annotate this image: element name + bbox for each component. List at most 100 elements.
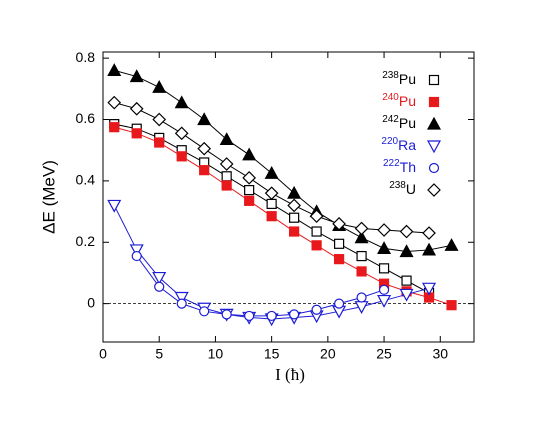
data-point: [107, 95, 122, 110]
data-point: [244, 195, 255, 206]
data-point: [266, 310, 277, 322]
legend-label: 220Ra: [381, 136, 416, 153]
x-axis-label: I (ħ): [275, 365, 305, 384]
data-point: [266, 198, 277, 210]
legend-label: 238Pu: [382, 70, 416, 87]
data-point: [152, 271, 167, 285]
data-point: [378, 263, 390, 274]
data-point: [219, 132, 234, 146]
data-point: [422, 242, 437, 256]
x-tick-label: 30: [432, 346, 448, 362]
data-point: [129, 69, 144, 83]
data-point: [422, 226, 436, 240]
data-point: [154, 281, 165, 292]
data-point: [221, 171, 232, 182]
data-point: [356, 292, 367, 303]
data-point: [311, 240, 322, 251]
legend-marker: [428, 96, 440, 108]
y-tick-label: 0.8: [76, 49, 96, 65]
data-point: [377, 223, 391, 237]
data-point: [444, 238, 459, 251]
x-tick-label: 10: [208, 346, 224, 362]
data-point: [219, 157, 234, 171]
data-point: [401, 275, 412, 286]
data-point: [399, 244, 414, 258]
data-point: [287, 185, 302, 199]
data-point: [242, 147, 257, 161]
data-point: [152, 80, 167, 93]
data-point: [176, 151, 187, 162]
x-tick-label: 0: [99, 346, 107, 362]
data-point: [221, 180, 232, 191]
legend-marker: [427, 183, 441, 197]
data-point: [311, 226, 322, 237]
data-point: [309, 209, 324, 224]
data-point: [311, 304, 322, 315]
y-tick-label: 0: [87, 294, 95, 310]
data-point: [131, 250, 142, 262]
data-point: [333, 238, 345, 249]
data-point: [129, 101, 144, 116]
data-point: [264, 186, 279, 201]
legend-label: 222Th: [383, 158, 416, 175]
data-point: [377, 241, 392, 255]
data-point: [107, 63, 122, 77]
legend-marker: [428, 74, 440, 86]
data-point: [422, 282, 437, 296]
data-point: [197, 112, 212, 126]
data-point: [244, 184, 255, 196]
x-tick-label: 20: [320, 346, 336, 362]
data-point: [333, 254, 345, 265]
data-point: [266, 211, 277, 222]
y-tick-label: 0.2: [76, 233, 96, 249]
data-point: [289, 226, 300, 237]
series-line: [114, 69, 452, 252]
data-point: [244, 310, 255, 322]
data-point: [129, 244, 144, 258]
legend-marker: [426, 140, 442, 154]
legend-marker: [428, 162, 440, 174]
data-point: [354, 221, 369, 236]
data-point: [287, 198, 301, 213]
series-line: [136, 255, 385, 317]
data-point: [154, 137, 165, 148]
data-point: [264, 165, 279, 179]
data-point: [332, 217, 346, 231]
series-line: [114, 126, 452, 306]
data-point: [174, 95, 189, 109]
legend-label: 242Pu: [382, 114, 416, 131]
data-point: [242, 170, 257, 185]
data-point: [174, 291, 189, 305]
data-point: [356, 266, 367, 277]
data-point: [378, 284, 390, 295]
data-point: [199, 306, 210, 317]
x-tick-label: 5: [155, 346, 163, 362]
data-point: [446, 300, 457, 311]
data-point: [333, 298, 345, 309]
x-tick-label: 25: [376, 346, 392, 362]
data-point: [174, 126, 189, 141]
y-tick-label: 0.4: [76, 172, 96, 188]
data-point: [289, 212, 300, 223]
legend-marker: [426, 116, 442, 130]
data-point: [356, 250, 367, 262]
data-point: [199, 165, 210, 176]
data-point: [131, 128, 142, 139]
legend-label: 238U: [389, 180, 416, 197]
data-point: [109, 122, 120, 133]
data-point: [221, 309, 232, 320]
y-axis-label: ΔE (MeV): [39, 160, 58, 234]
data-point: [377, 294, 392, 308]
data-point: [107, 199, 122, 213]
x-tick-label: 15: [264, 346, 280, 362]
data-point: [176, 298, 187, 309]
data-point: [354, 230, 369, 244]
y-tick-label: 0.6: [76, 110, 96, 126]
plot-frame: [102, 51, 475, 343]
data-point: [399, 224, 414, 239]
legend-label: 240Pu: [382, 92, 416, 109]
data-point: [289, 309, 300, 320]
data-point: [152, 112, 167, 127]
data-point: [399, 288, 414, 302]
